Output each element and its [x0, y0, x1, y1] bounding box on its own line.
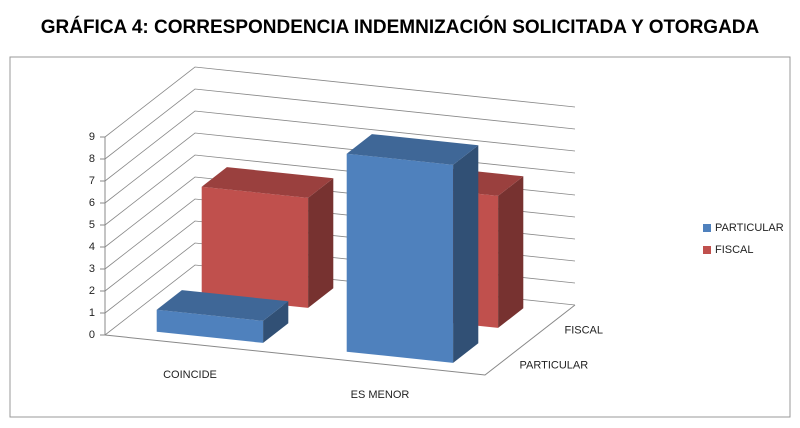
- bar-side: [263, 301, 289, 343]
- bar-side: [453, 145, 479, 363]
- x-tick-label: COINCIDE: [163, 369, 217, 381]
- bar: [346, 134, 479, 363]
- y-tick-label: 3: [89, 263, 95, 275]
- z-tick-label: PARTICULAR: [520, 359, 589, 371]
- grid-line: [104, 66, 576, 138]
- y-tick-label: 0: [89, 329, 95, 341]
- chart-frame: [9, 56, 791, 418]
- y-tick-label: 6: [89, 197, 95, 209]
- legend-swatch: [703, 224, 711, 232]
- bar-top: [346, 134, 479, 165]
- grid-line: [104, 110, 576, 182]
- y-tick-label: 5: [89, 219, 95, 231]
- bar-front: [201, 186, 309, 308]
- bar-top: [201, 167, 334, 198]
- bar: [156, 290, 289, 343]
- y-tick-label: 8: [89, 153, 95, 165]
- chart-title: GRÁFICA 4: CORRESPONDENCIA INDEMNIZACIÓN…: [41, 16, 760, 38]
- y-tick-label: 1: [89, 307, 95, 319]
- bar-side: [308, 178, 334, 308]
- y-tick-label: 7: [89, 175, 95, 187]
- legend-swatch: [703, 246, 711, 254]
- y-tick-label: 9: [89, 131, 95, 143]
- legend-label: FISCAL: [715, 244, 754, 256]
- y-tick-label: 4: [89, 241, 95, 253]
- bar-top: [156, 290, 289, 321]
- y-tick-label: 2: [89, 285, 95, 297]
- grid-line: [104, 88, 576, 160]
- bar-front: [156, 309, 264, 343]
- bar: [201, 167, 334, 308]
- bar-side: [498, 176, 524, 328]
- x-tick-label: ES MENOR: [351, 389, 410, 401]
- z-tick-label: FISCAL: [565, 324, 604, 336]
- floor-edge: [104, 304, 576, 376]
- legend-label: PARTICULAR: [715, 222, 784, 234]
- bar-front: [346, 153, 454, 363]
